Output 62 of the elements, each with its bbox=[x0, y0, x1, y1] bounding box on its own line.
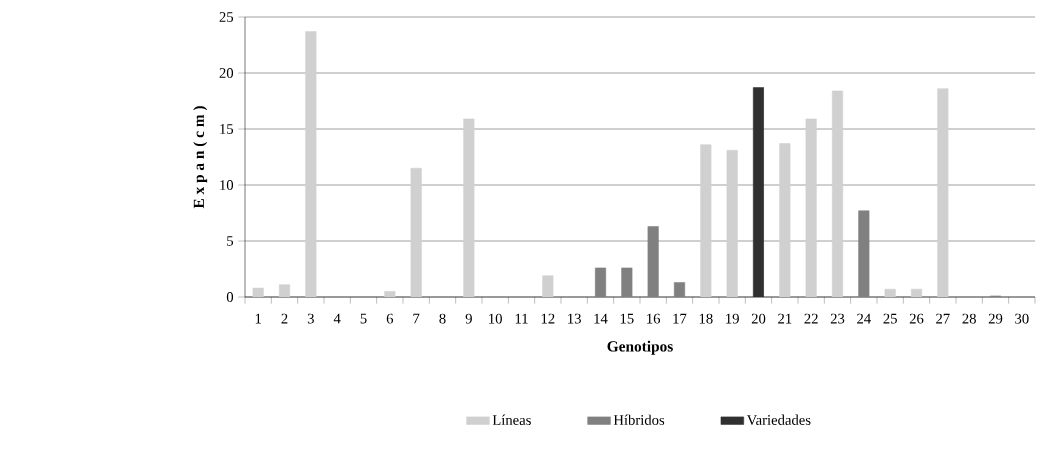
x-tick-label: 18 bbox=[699, 313, 713, 324]
x-tick-label: 17 bbox=[673, 313, 687, 324]
bar bbox=[647, 226, 659, 297]
bar bbox=[831, 90, 844, 297]
x-tick-label: 5 bbox=[360, 313, 367, 324]
x-tick-label: 4 bbox=[333, 313, 341, 324]
legend-label: Híbridos bbox=[613, 414, 665, 425]
x-tick-label: 2 bbox=[281, 313, 288, 324]
legend-label: Variedades bbox=[746, 414, 811, 426]
bar bbox=[621, 267, 633, 297]
bar bbox=[673, 282, 686, 297]
x-tick-label: 19 bbox=[726, 313, 739, 324]
x-tick-label: 1 bbox=[255, 313, 261, 324]
bar bbox=[700, 144, 712, 297]
x-tick-label: 6 bbox=[386, 313, 394, 324]
bar bbox=[937, 88, 949, 297]
y-tick-label: 5 bbox=[227, 236, 234, 246]
y-tick-label: 15 bbox=[220, 124, 234, 134]
x-tick-label: 27 bbox=[936, 313, 950, 324]
bar bbox=[542, 275, 554, 297]
bar bbox=[910, 288, 923, 297]
bar bbox=[410, 167, 422, 297]
bar bbox=[594, 267, 607, 297]
x-tick-label: 7 bbox=[413, 313, 420, 324]
bar bbox=[384, 291, 396, 297]
y-tick-label: 10 bbox=[220, 180, 234, 190]
x-tick-label: 30 bbox=[1015, 313, 1029, 324]
x-axis-title: Genotipos bbox=[607, 340, 673, 355]
bar bbox=[305, 31, 317, 297]
x-tick-label: 23 bbox=[830, 313, 845, 324]
x-tick-label: 3 bbox=[307, 313, 314, 324]
x-tick-label: 26 bbox=[909, 313, 924, 324]
x-tick-label: 8 bbox=[439, 313, 446, 324]
x-tick-label: 25 bbox=[883, 313, 897, 324]
bar bbox=[779, 143, 791, 297]
x-tick-label: 16 bbox=[647, 313, 661, 324]
bar bbox=[726, 150, 738, 297]
bar bbox=[463, 118, 475, 297]
x-tick-label: 24 bbox=[857, 313, 871, 324]
x-tick-label: 21 bbox=[778, 313, 792, 324]
x-tick-label: 29 bbox=[988, 313, 1003, 324]
x-tick-label: 22 bbox=[804, 313, 818, 324]
y-tick-label: 25 bbox=[219, 12, 234, 22]
x-tick-label: 14 bbox=[594, 313, 608, 324]
x-tick-label: 11 bbox=[515, 313, 528, 324]
y-tick-label: 20 bbox=[219, 68, 234, 78]
bar bbox=[252, 287, 264, 297]
bar bbox=[752, 87, 765, 297]
x-tick-label: 15 bbox=[620, 313, 634, 324]
x-tick-label: 13 bbox=[568, 313, 581, 324]
x-tick-label: 20 bbox=[751, 313, 766, 324]
bar bbox=[805, 118, 817, 297]
x-tick-label: 12 bbox=[541, 313, 555, 324]
bar bbox=[278, 284, 291, 297]
x-tick-label: 28 bbox=[962, 313, 976, 324]
bar bbox=[858, 210, 870, 297]
y-axis-title: E x p a n ( c m ) bbox=[193, 106, 208, 209]
y-tick-label: 0 bbox=[226, 292, 234, 302]
x-tick-label: 10 bbox=[489, 313, 502, 324]
bar bbox=[884, 288, 896, 297]
x-tick-label: 9 bbox=[465, 313, 472, 324]
legend-label: Líneas bbox=[492, 414, 531, 425]
